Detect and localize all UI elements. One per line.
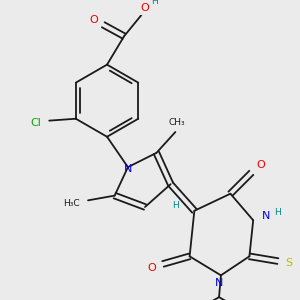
- Text: H: H: [151, 0, 158, 7]
- Text: H: H: [274, 208, 281, 217]
- Text: N: N: [124, 164, 132, 174]
- Text: N: N: [215, 278, 223, 288]
- Text: Cl: Cl: [31, 118, 41, 128]
- Text: O: O: [256, 160, 265, 170]
- Text: N: N: [262, 212, 271, 221]
- Text: CH₃: CH₃: [169, 118, 186, 127]
- Text: S: S: [286, 258, 293, 268]
- Text: O: O: [141, 3, 149, 13]
- Text: O: O: [89, 15, 98, 25]
- Text: H₃C: H₃C: [63, 199, 79, 208]
- Text: O: O: [147, 263, 156, 273]
- Text: H: H: [172, 201, 179, 210]
